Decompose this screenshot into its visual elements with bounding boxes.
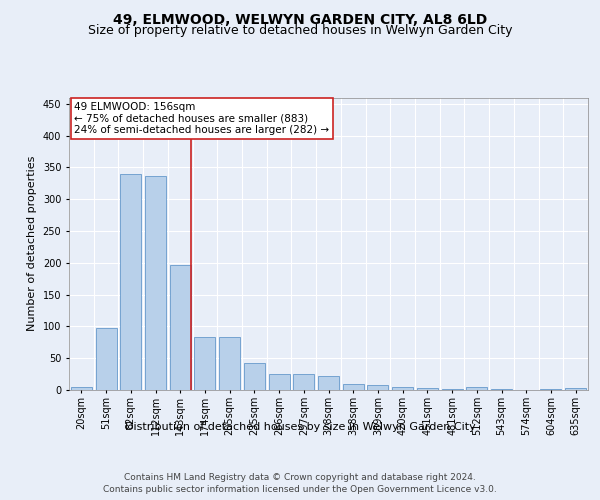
Bar (244, 364, 265, 390)
Text: Size of property relative to detached houses in Welwyn Garden City: Size of property relative to detached ho… (88, 24, 512, 37)
Text: 49 ELMWOOD: 156sqm
← 75% of detached houses are smaller (883)
24% of semi-detach: 49 ELMWOOD: 156sqm ← 75% of detached hou… (74, 102, 329, 135)
Text: Contains HM Land Registry data © Crown copyright and database right 2024.: Contains HM Land Registry data © Crown c… (124, 472, 476, 482)
Bar (417, 388, 438, 390)
Bar (120, 174, 141, 390)
Text: Contains public sector information licensed under the Open Government Licence v3: Contains public sector information licen… (103, 485, 497, 494)
Bar (145, 176, 166, 390)
Bar (194, 337, 215, 390)
Text: Distribution of detached houses by size in Welwyn Garden City: Distribution of detached houses by size … (125, 422, 475, 432)
Bar (343, 384, 364, 390)
Y-axis label: Number of detached properties: Number of detached properties (27, 156, 37, 332)
Bar (219, 337, 240, 390)
Bar (318, 376, 339, 390)
Text: 49, ELMWOOD, WELWYN GARDEN CITY, AL8 6LD: 49, ELMWOOD, WELWYN GARDEN CITY, AL8 6LD (113, 12, 487, 26)
Bar (71, 387, 92, 390)
Bar (565, 388, 586, 390)
Bar (392, 387, 413, 390)
Bar (269, 374, 290, 390)
Bar (95, 328, 116, 390)
Bar (466, 388, 487, 390)
Bar (367, 385, 388, 390)
Bar (170, 264, 191, 390)
Bar (293, 374, 314, 390)
